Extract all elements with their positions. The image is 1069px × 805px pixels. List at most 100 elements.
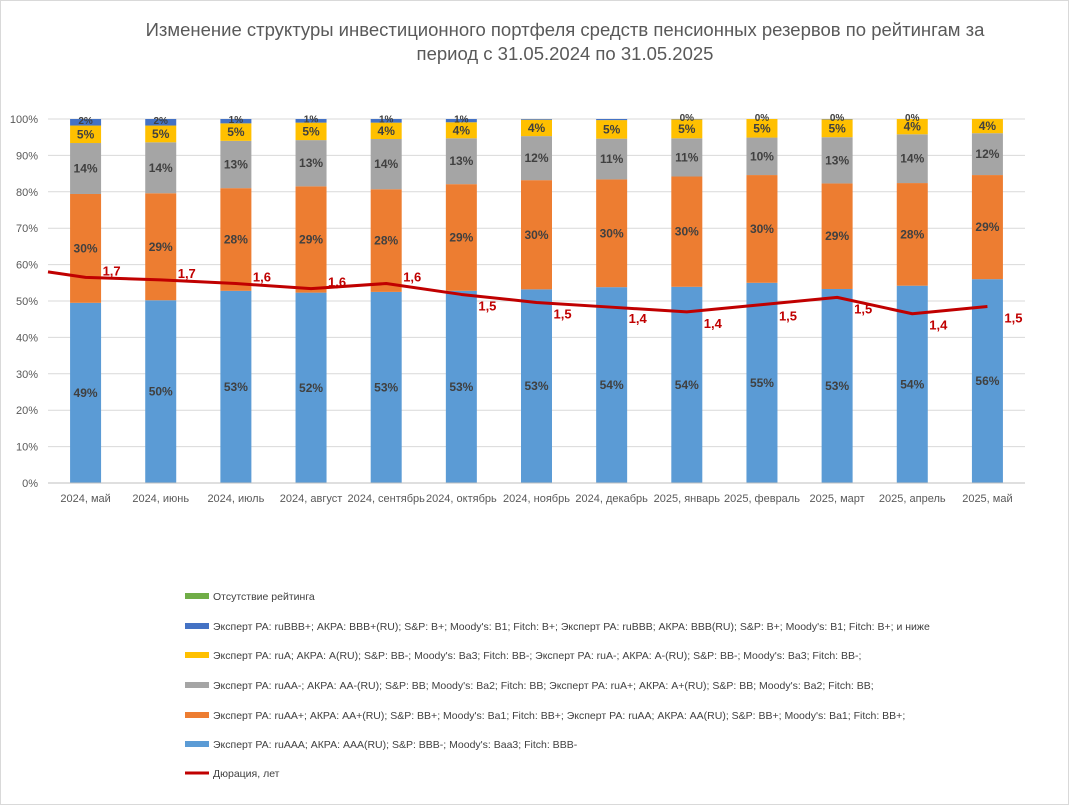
bar-data-label: 56%: [975, 374, 999, 388]
x-tick-label: 2024, июль: [207, 493, 264, 505]
bar-segment: [746, 175, 778, 283]
series-1-bars: [70, 175, 1003, 303]
bar-segment: [145, 300, 177, 483]
bar-data-label: 30%: [675, 225, 699, 239]
bar-segment: [596, 138, 628, 180]
bar-segment: [70, 119, 102, 126]
bar-data-label: 54%: [600, 378, 624, 392]
legend-entry: Отсутствие рейтинга: [185, 591, 315, 603]
bar-data-label: 5%: [152, 127, 170, 141]
legend-entry: Эксперт РА: ruAAA; АКРА: AAA(RU); S&P: B…: [185, 739, 578, 751]
y-tick-label: 70%: [16, 223, 38, 235]
bar-segment: [295, 119, 327, 123]
bar-segment: [370, 291, 402, 483]
bar-data-label: 29%: [975, 220, 999, 234]
duration-data-label: 1,5: [478, 298, 496, 313]
bar-segment: [596, 120, 628, 139]
legend-label: Отсутствие рейтинга: [213, 591, 315, 603]
legend-swatch: [185, 593, 209, 599]
chart-title: Изменение структуры инвестиционного порт…: [120, 18, 1010, 66]
legend-label: Эксперт РА: ruAAA; АКРА: AAA(RU); S&P: B…: [213, 739, 578, 751]
bar-data-label: 53%: [449, 380, 473, 394]
bar-data-label: 2%: [78, 116, 93, 127]
bar-segment: [295, 122, 327, 141]
bar-segment: [896, 285, 928, 483]
bar-data-label: 0%: [830, 113, 845, 124]
bar-data-label: 28%: [224, 232, 248, 246]
bar-data-label: 30%: [750, 222, 774, 236]
bar-data-label: 53%: [374, 380, 398, 394]
bar-data-label: 13%: [224, 158, 248, 172]
bar-data-label: 52%: [299, 381, 323, 395]
y-tick-label: 30%: [16, 369, 38, 381]
bar-segment: [521, 119, 552, 120]
bar-segment: [821, 183, 853, 289]
bar-segment: [671, 138, 703, 177]
bar-segment: [370, 139, 402, 190]
x-tick-label: 2024, октябрь: [426, 493, 497, 505]
bar-data-label: 30%: [524, 228, 548, 242]
bar-segment: [370, 122, 402, 140]
bar-data-label: 11%: [675, 150, 699, 164]
bar-data-label: 50%: [149, 385, 173, 399]
legend-entry: Дюрация, лет: [185, 768, 280, 780]
bar-data-label: 12%: [975, 147, 999, 161]
bar-data-label: 5%: [678, 122, 696, 136]
bar-segment: [370, 189, 402, 292]
duration-data-label: 1,6: [328, 275, 346, 290]
bar-data-label: 5%: [753, 121, 771, 135]
y-tick-label: 20%: [16, 405, 38, 417]
x-tick-label: 2024, май: [60, 493, 110, 505]
duration-data-label: 1,7: [103, 263, 121, 278]
bar-segment: [445, 184, 477, 291]
bar-data-label: 29%: [449, 230, 473, 244]
bar-segment: [220, 290, 252, 483]
bar-data-label: 0%: [755, 113, 770, 124]
bar-segment: [220, 140, 252, 189]
bar-data-label: 14%: [149, 161, 173, 175]
y-tick-label: 90%: [16, 150, 38, 162]
y-tick-label: 100%: [10, 114, 38, 126]
duration-data-label: 1,5: [1004, 310, 1022, 325]
y-tick-label: 50%: [16, 296, 38, 308]
bar-data-label: 13%: [299, 156, 323, 170]
bar-segment: [821, 137, 853, 184]
duration-data-label: 1,4: [929, 318, 948, 333]
bar-segment: [445, 119, 477, 123]
bar-segment: [521, 180, 552, 290]
bar-segment: [971, 133, 1003, 176]
bar-data-label: 29%: [149, 240, 173, 254]
x-tick-label: 2025, февраль: [724, 493, 800, 505]
bar-segment: [671, 119, 703, 139]
x-tick-label: 2024, сентябрь: [347, 493, 425, 505]
bar-segment: [145, 142, 177, 194]
legend-label: Эксперт РА: ruAA-; АКРА: AA-(RU); S&P: B…: [213, 680, 874, 692]
y-tick-label: 0%: [22, 478, 38, 490]
duration-data-label: 1,5: [779, 309, 797, 324]
legend-label: Эксперт РА: ruBBB+; АКРА: BBB+(RU); S&P:…: [213, 621, 930, 633]
legend-entry: Эксперт РА: ruAA-; АКРА: AA-(RU); S&P: B…: [185, 680, 874, 692]
bar-data-label: 1%: [304, 115, 319, 126]
x-tick-label: 2025, май: [962, 493, 1012, 505]
bar-segment: [746, 282, 778, 483]
duration-line: [47, 270, 988, 316]
duration-data-label: 1,5: [854, 301, 872, 316]
legend-swatch: [185, 623, 209, 629]
bar-data-label: 55%: [750, 376, 774, 390]
duration-data-label: 1,4: [704, 316, 723, 331]
bar-segment: [295, 292, 327, 483]
legend-label: Эксперт РА: ruA; АКРА: A(RU); S&P: BB-; …: [213, 650, 861, 662]
bar-data-label: 29%: [825, 229, 849, 243]
bar-segment: [896, 119, 928, 135]
duration-data-label: 1,6: [253, 270, 271, 285]
bar-data-label: 5%: [828, 121, 846, 135]
series-3-bars: [70, 119, 1003, 144]
bar-segment: [295, 186, 327, 293]
bar-data-label: 4%: [453, 123, 471, 137]
y-tick-label: 10%: [16, 442, 38, 454]
bar-segment: [295, 140, 327, 187]
bar-data-label: 13%: [449, 154, 473, 168]
bar-segment: [896, 134, 928, 184]
x-tick-label: 2025, март: [810, 493, 865, 505]
